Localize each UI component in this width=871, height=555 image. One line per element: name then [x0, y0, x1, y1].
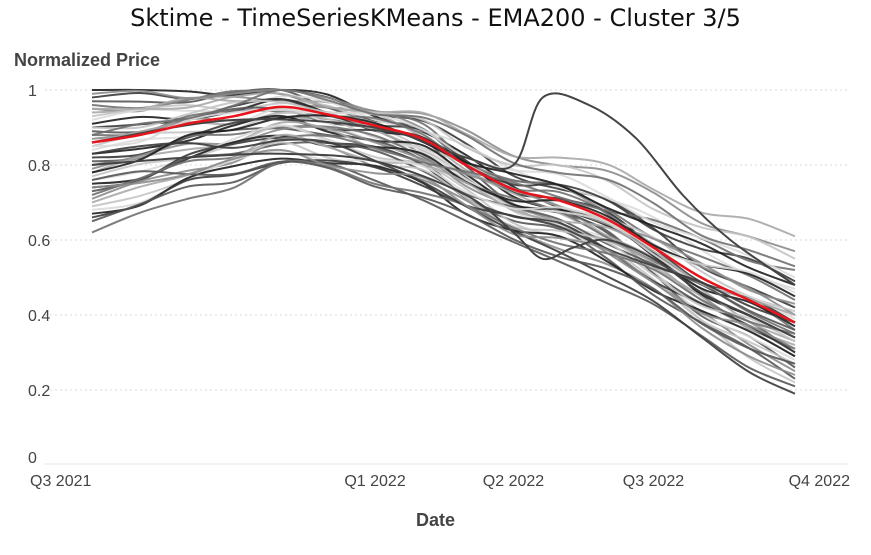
- member-line: [91, 138, 796, 395]
- y-axis-title: Normalized Price: [14, 50, 161, 70]
- member-line: [91, 92, 796, 238]
- member-line: [91, 88, 796, 253]
- chart-title: Sktime - TimeSeriesKMeans - EMA200 - Clu…: [130, 4, 741, 32]
- member-line: [91, 149, 796, 294]
- centroid-layer: [91, 105, 796, 324]
- x-tick-label: Q3 2021: [30, 473, 91, 490]
- y-tick-label: 1: [28, 83, 37, 100]
- member-line: [91, 148, 796, 350]
- x-tick-label: Q2 2022: [483, 473, 544, 490]
- x-tick-label: Q3 2022: [623, 473, 684, 490]
- y-tick-label: 0.6: [28, 233, 50, 250]
- member-line: [91, 159, 796, 335]
- member-line: [91, 121, 796, 346]
- centroid-line: [91, 105, 796, 324]
- y-tick-label: 0.2: [28, 383, 50, 400]
- member-line: [91, 108, 796, 279]
- x-axis-title: Date: [415, 510, 455, 530]
- member-line: [91, 134, 796, 271]
- member-line: [91, 152, 796, 339]
- y-tick-label: 0.4: [28, 308, 50, 325]
- member-line: [91, 160, 796, 365]
- y-tick-label: 0: [28, 450, 37, 467]
- x-tick-label: Q4 2022: [789, 473, 850, 490]
- y-tick-label: 0.8: [28, 158, 50, 175]
- axis-layer: 0 0.2 0.4 0.6 0.8 1 Q3 2021 Q1 2022 Q2 2022 Q3 20…: [28, 83, 850, 490]
- x-tick-label: Q1 2022: [344, 473, 405, 490]
- cluster-member-lines: [91, 88, 796, 395]
- member-line: [91, 92, 796, 286]
- member-line: [91, 159, 796, 324]
- member-line: [91, 88, 796, 268]
